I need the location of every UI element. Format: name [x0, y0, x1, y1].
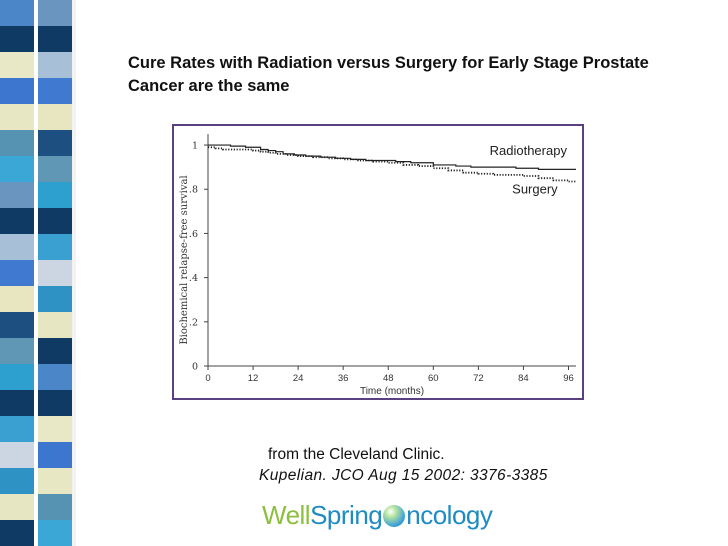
x-tick-label: 48: [383, 373, 394, 384]
sidebar-block: [38, 520, 72, 546]
sidebar-block: [0, 130, 34, 157]
x-tick-label: 12: [248, 373, 259, 384]
sidebar-block: [0, 208, 34, 235]
sidebar-block: [0, 234, 34, 261]
logo-text-ncology: ncology: [406, 500, 493, 530]
sidebar-block: [38, 130, 72, 157]
sidebar-block: [38, 52, 72, 79]
y-tick-label: 1: [192, 141, 198, 152]
sidebar-block: [0, 78, 34, 105]
sidebar-block: [0, 520, 34, 546]
survival-chart: 0 .2 .4 .6 .8 1 0 12 24 36 48 60 72 84 96 Time (months)…: [179, 134, 576, 397]
sidebar-block: [0, 442, 34, 469]
decorative-sidebar: [0, 0, 76, 546]
sidebar-block: [38, 416, 72, 443]
sidebar-block: [38, 234, 72, 261]
x-tick-label: 72: [473, 373, 484, 384]
x-tick-label: 60: [428, 373, 439, 384]
wellspring-oncology-logo: WellSpring ncology: [262, 500, 493, 531]
sidebar-block: [0, 494, 34, 521]
x-tick-label: 96: [563, 373, 574, 384]
sidebar-block: [38, 312, 72, 339]
series-label-surgery: Surgery: [512, 182, 558, 197]
sidebar-block: [0, 416, 34, 443]
x-tick-label: 36: [338, 373, 349, 384]
y-tick-label: .2: [189, 317, 198, 328]
sidebar-block: [0, 182, 34, 209]
x-tick-label: 84: [518, 373, 529, 384]
sidebar-block: [0, 26, 34, 53]
sidebar-block: [0, 260, 34, 287]
series-label-radiotherapy: Radiotherapy: [490, 143, 568, 158]
y-axis-label: Biochemical relapse-free survival: [179, 175, 190, 344]
sidebar-gap: [72, 0, 76, 546]
sidebar-block: [0, 338, 34, 365]
sidebar-block: [38, 78, 72, 105]
sidebar-block: [0, 364, 34, 391]
sidebar-block: [0, 390, 34, 417]
x-axis-label: Time (months): [360, 386, 424, 397]
x-tick-label: 24: [293, 373, 304, 384]
sidebar-block: [0, 156, 34, 183]
sidebar-block: [38, 338, 72, 365]
sidebar-block: [38, 260, 72, 287]
slide-title: Cure Rates with Radiation versus Surgery…: [128, 54, 649, 95]
sidebar-block: [38, 442, 72, 469]
sidebar-gap: [34, 0, 38, 546]
y-tick-label: .8: [189, 185, 198, 196]
sidebar-block: [38, 104, 72, 131]
y-tick-label: 0: [192, 362, 198, 373]
y-tick-label: .4: [189, 273, 198, 284]
sidebar-block: [38, 468, 72, 495]
logo-orb-icon: [383, 505, 406, 527]
sidebar-block: [0, 286, 34, 313]
sidebar-block: [38, 0, 72, 27]
sidebar-block: [0, 468, 34, 495]
sidebar-block: [38, 390, 72, 417]
sidebar-block: [38, 182, 72, 209]
x-tick-label: 0: [205, 373, 210, 384]
sidebar-block: [38, 208, 72, 235]
sidebar-block: [0, 52, 34, 79]
series-line-surgery: [208, 146, 576, 183]
sidebar-block: [0, 104, 34, 131]
sidebar-block: [38, 494, 72, 521]
sidebar-block: [0, 312, 34, 339]
sidebar-block: [38, 364, 72, 391]
sidebar-block: [0, 0, 34, 27]
source-note: from the Cleveland Clinic.: [268, 446, 445, 463]
sidebar-block: [38, 156, 72, 183]
logo-text-well: Well: [262, 500, 311, 530]
chart-figure-frame: 0 .2 .4 .6 .8 1 0 12 24 36 48 60 72 84 96 Time (months)…: [172, 124, 584, 400]
logo-text-spring: Spring: [310, 500, 383, 530]
sidebar-block: [38, 286, 72, 313]
citation: Kupelian. JCO Aug 15 2002: 3376-3385: [259, 467, 548, 484]
sidebar-block: [38, 26, 72, 53]
y-tick-label: .6: [189, 229, 198, 240]
